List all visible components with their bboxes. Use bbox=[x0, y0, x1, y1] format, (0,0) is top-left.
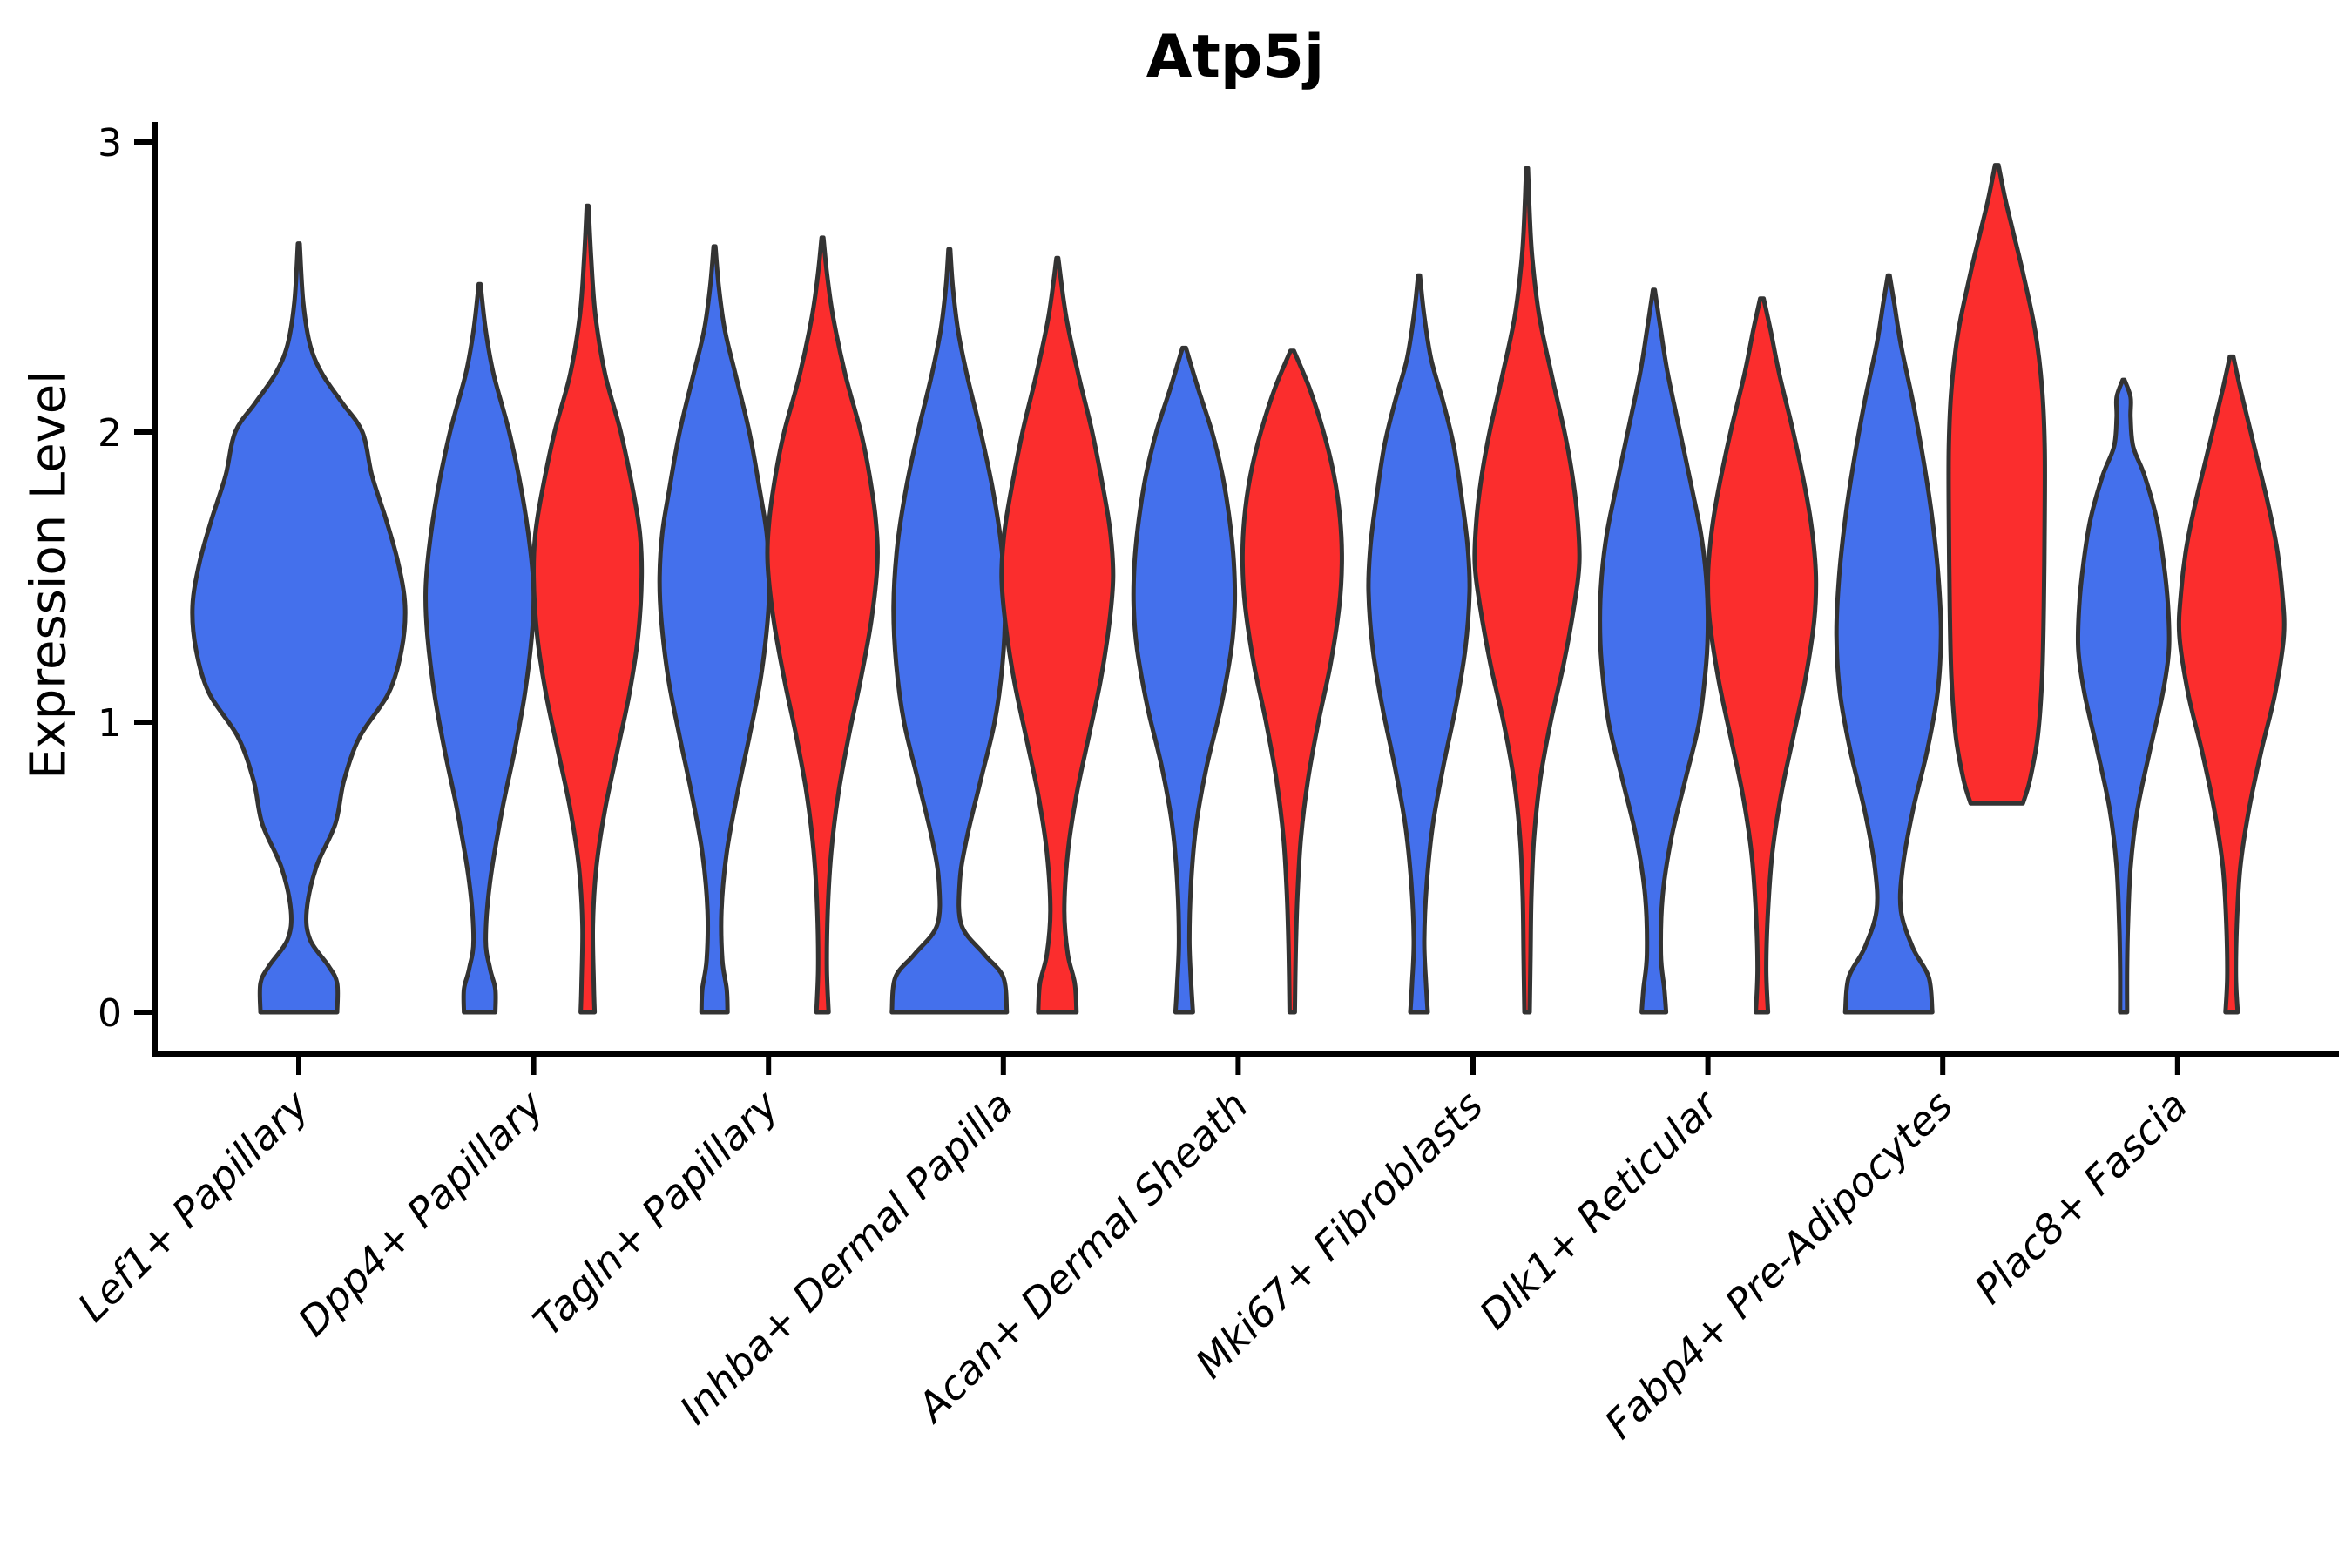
y-tick-label: 1 bbox=[98, 701, 122, 746]
violin-blue-category-3 bbox=[889, 247, 1010, 1015]
violin-blue-category-7 bbox=[1834, 273, 1943, 1015]
y-axis-label: Expression Level bbox=[20, 370, 78, 780]
y-tick-label: 3 bbox=[98, 121, 122, 166]
x-tick-label-category-2: Tagln+ Papillary bbox=[524, 1081, 788, 1345]
y-tick-label: 0 bbox=[98, 991, 122, 1036]
violin-red-category-1 bbox=[531, 203, 645, 1015]
violin-red-category-4 bbox=[1240, 348, 1344, 1015]
violin-blue-category-1 bbox=[423, 281, 537, 1015]
violin-blue-category-2 bbox=[657, 244, 772, 1015]
violin-red-category-2 bbox=[765, 235, 880, 1015]
violin-red-category-8 bbox=[2176, 354, 2287, 1015]
x-tick-label-category-8: Plac8+ Fascia bbox=[1965, 1082, 2196, 1313]
x-tick-label-category-6: Dlk1+ Reticular bbox=[1470, 1079, 1729, 1338]
violin-blue-category-5 bbox=[1366, 273, 1472, 1015]
violin-red-category-6 bbox=[1706, 296, 1819, 1015]
chart-title: Atp5j bbox=[1146, 23, 1325, 91]
violin-red-category-7 bbox=[1946, 163, 2047, 806]
violin-blue-category-6 bbox=[1598, 287, 1711, 1015]
violin-blue-category-4 bbox=[1131, 345, 1238, 1015]
x-tick-label-category-1: Dpp4+ Papillary bbox=[289, 1081, 553, 1345]
y-tick-label: 2 bbox=[98, 411, 122, 456]
x-tick-label-category-0: Lef1+ Papillary bbox=[69, 1081, 318, 1330]
violin-blue-category-0 bbox=[190, 241, 408, 1015]
violin-blue-category-8 bbox=[2075, 377, 2172, 1015]
violin-red-category-5 bbox=[1472, 166, 1582, 1015]
violin-red-category-3 bbox=[999, 255, 1116, 1015]
